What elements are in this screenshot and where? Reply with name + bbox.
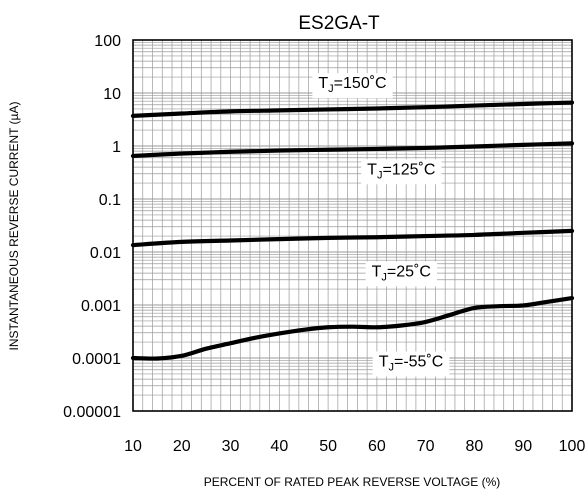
x-tick-label: 20 bbox=[173, 438, 191, 455]
y-tick-label: 0.001 bbox=[81, 298, 121, 315]
curve-label: TJ=25˚C bbox=[365, 261, 437, 287]
x-tick-label: 40 bbox=[270, 438, 288, 455]
curve-label-bg bbox=[361, 159, 442, 185]
curve-label-text: TJ=125˚C bbox=[367, 161, 435, 181]
series-line bbox=[130, 100, 575, 118]
curve-labels: TJ=150˚C TJ=125˚C TJ=25˚C TJ=-55˚C bbox=[312, 73, 450, 377]
series-group bbox=[130, 100, 575, 361]
y-tick-label: 0.00001 bbox=[63, 404, 121, 421]
curve-label: TJ=-55˚C bbox=[372, 351, 450, 377]
y-axis-label: INSTANTANEOUS REVERSE CURRENT (µA) bbox=[7, 102, 21, 351]
curve-label-text: TJ=150˚C bbox=[318, 75, 386, 95]
x-tick-label: 10 bbox=[124, 438, 142, 455]
curve-label-bg bbox=[365, 261, 437, 287]
curve-label: TJ=125˚C bbox=[361, 159, 442, 185]
y-tick-label: 0.1 bbox=[99, 192, 121, 209]
curve-label-text: TJ=25˚C bbox=[372, 263, 431, 283]
x-tick-label: 70 bbox=[417, 438, 435, 455]
x-tick-label: 100 bbox=[559, 438, 586, 455]
series-line bbox=[130, 295, 575, 361]
series-line bbox=[130, 228, 575, 248]
y-tick-label: 0.01 bbox=[90, 245, 121, 262]
y-tick-label: 100 bbox=[94, 33, 121, 50]
chart-title: ES2GA-T bbox=[298, 13, 380, 34]
x-tick-label: 80 bbox=[466, 438, 484, 455]
plot-frame bbox=[132, 39, 573, 412]
x-tick-label: 30 bbox=[222, 438, 240, 455]
series-line bbox=[130, 141, 575, 159]
x-tick-label: 60 bbox=[368, 438, 386, 455]
curve-label-bg bbox=[372, 351, 450, 377]
curve-label: TJ=150˚C bbox=[312, 73, 393, 99]
curve-label-text: TJ=-55˚C bbox=[379, 353, 444, 373]
y-tick-label: 10 bbox=[103, 86, 121, 103]
y-tick-label: 0.0001 bbox=[72, 351, 121, 368]
x-axis-label: PERCENT OF RATED PEAK REVERSE VOLTAGE (%… bbox=[204, 475, 501, 489]
curve-label-bg bbox=[312, 73, 393, 99]
y-tick-label: 1 bbox=[112, 139, 121, 156]
y-tick-labels: 100 10 1 0.1 0.01 0.001 0.0001 0.00001 bbox=[63, 33, 121, 421]
x-tick-label: 90 bbox=[514, 438, 532, 455]
x-tick-labels: 10 20 30 40 50 60 70 80 90 100 bbox=[124, 438, 585, 455]
x-tick-label: 50 bbox=[319, 438, 337, 455]
